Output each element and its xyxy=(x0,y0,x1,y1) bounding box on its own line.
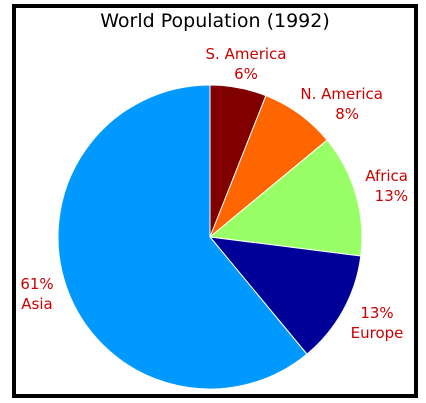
pie-slice-africa xyxy=(208,139,363,257)
slice-name-s-america: S. America xyxy=(205,45,287,63)
slice-name-europe: Europe xyxy=(350,324,404,342)
pie-slice-europe xyxy=(208,236,362,355)
slice-name-n-america: N. America xyxy=(300,85,383,103)
pie-slice-asia xyxy=(57,84,308,390)
slice-name-asia: Asia xyxy=(21,295,53,313)
slice-label-asia: 61% Asia xyxy=(14,274,60,314)
slice-percent-europe: 13% xyxy=(360,304,394,322)
slice-percent-africa: 13% xyxy=(374,187,408,205)
slice-percent-s-america: 6% xyxy=(234,65,258,83)
slice-label-africa: Africa 13% xyxy=(340,166,408,206)
chart-title: World Population (1992) xyxy=(100,10,330,32)
slice-percent-asia: 61% xyxy=(20,275,54,293)
slice-percent-n-america: 8% xyxy=(335,105,359,123)
slice-label-n-america: N. America 8% xyxy=(283,84,383,124)
slice-label-s-america: S. America 6% xyxy=(196,44,296,84)
slice-label-europe: 13% Europe xyxy=(342,303,412,343)
slice-name-africa: Africa xyxy=(365,167,408,185)
